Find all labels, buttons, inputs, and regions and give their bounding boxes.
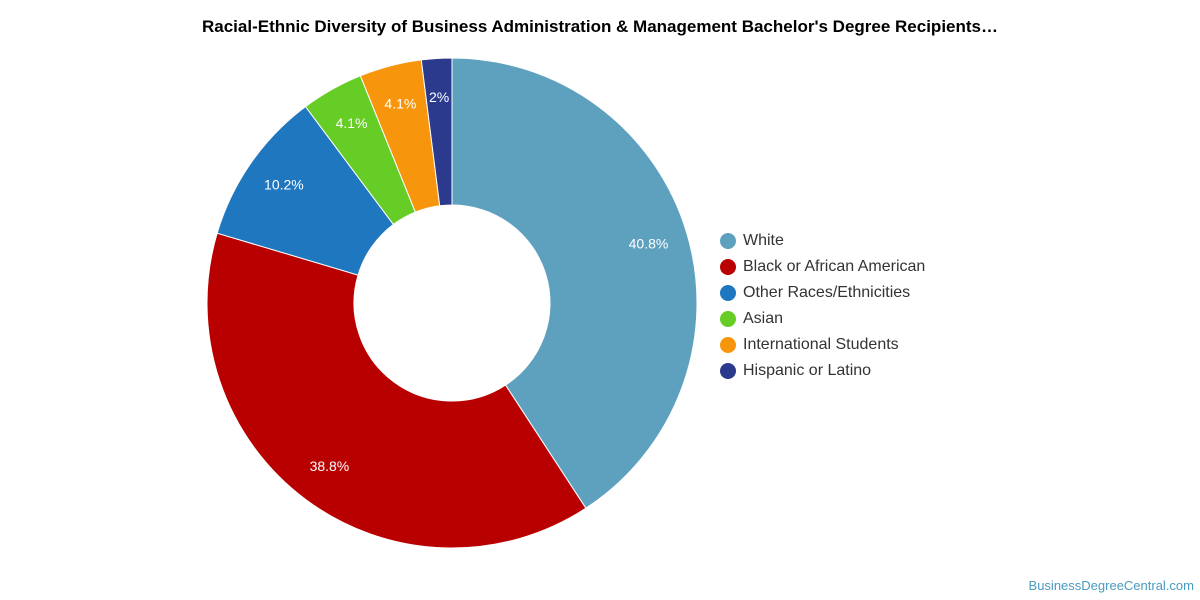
legend-swatch-icon xyxy=(720,233,736,249)
legend-item-other-races-ethnicities[interactable]: Other Races/Ethnicities xyxy=(720,280,925,306)
legend-item-black-or-african-american[interactable]: Black or African American xyxy=(720,254,925,280)
slice-label-hispanic-or-latino: 2% xyxy=(429,89,449,105)
slice-label-group: 40.8% 38.8% 10.2% 4.1% 4.1% 2% xyxy=(264,89,668,474)
slice-label-international-students: 4.1% xyxy=(384,95,416,111)
legend-item-international-students[interactable]: International Students xyxy=(720,332,925,358)
slice-label-asian: 4.1% xyxy=(336,115,368,131)
legend-label: Other Races/Ethnicities xyxy=(743,284,911,301)
legend-item-hispanic-or-latino[interactable]: Hispanic or Latino xyxy=(720,358,925,384)
legend-swatch-icon xyxy=(720,259,736,275)
legend-label: Asian xyxy=(743,310,784,327)
legend-swatch-icon xyxy=(720,285,736,301)
chart-legend: White Black or African American Other Race… xyxy=(720,228,925,384)
chart-title: Racial-Ethnic Diversity of Business Admi… xyxy=(201,17,998,36)
slice-label-other-races-ethnicities: 10.2% xyxy=(264,176,304,192)
slice-hispanic-or-latino[interactable] xyxy=(420,57,453,207)
slice-black-or-african-american[interactable] xyxy=(206,232,587,549)
legend-item-asian[interactable]: Asian xyxy=(720,306,925,332)
legend-swatch-icon xyxy=(720,311,736,327)
legend-item-white[interactable]: White xyxy=(720,228,925,254)
slice-label-black-or-african-american: 38.8% xyxy=(310,458,350,474)
legend-label: International Students xyxy=(743,336,899,353)
legend-label: White xyxy=(743,232,784,249)
slice-group xyxy=(206,57,698,549)
slice-other-races-ethnicities[interactable] xyxy=(216,105,395,276)
slice-white[interactable] xyxy=(451,57,698,509)
legend-swatch-icon xyxy=(720,363,736,379)
legend-swatch-icon xyxy=(720,337,736,353)
slice-label-white: 40.8% xyxy=(629,235,669,251)
legend-label: Black or African American xyxy=(743,258,926,275)
source-credit[interactable]: BusinessDegreeCentral.com xyxy=(1028,578,1194,593)
legend-label: Hispanic or Latino xyxy=(743,362,872,379)
